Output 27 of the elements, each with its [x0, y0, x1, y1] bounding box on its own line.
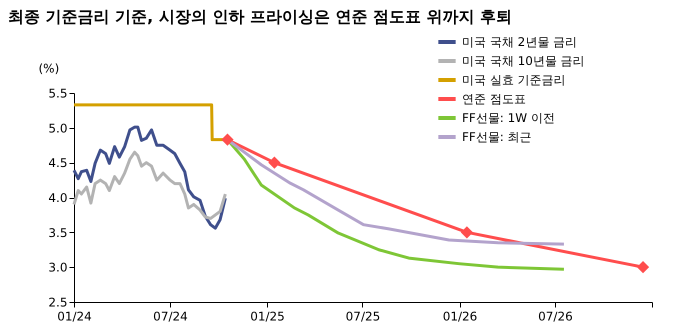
- x-tick-label: 07/26: [538, 310, 573, 324]
- y-tick-label: 3.0: [48, 260, 68, 275]
- x-tick-label: 07/25: [346, 310, 380, 324]
- y-tick-label: 3.5: [48, 226, 68, 240]
- y-tick-label: 4.0: [48, 191, 68, 205]
- y-tick-label: 2.5: [48, 296, 68, 310]
- line-series: [72, 126, 227, 230]
- legend-label: FF선물: 최근: [462, 130, 532, 144]
- x-tick-label: 01/24: [57, 310, 92, 324]
- point: [460, 226, 474, 238]
- point: [636, 261, 650, 274]
- chart-title: 최종 기준금리 기준, 시장의 인하 프라이싱은 연준 점도표 위까지 후퇴: [8, 7, 512, 26]
- x-tick-label: 01/26: [442, 310, 478, 324]
- point: [268, 156, 281, 169]
- legend-label: 미국 국채 10년물 금리: [462, 54, 585, 68]
- legend-label: 미국 실효 기준금리: [462, 73, 566, 87]
- point: [221, 134, 234, 146]
- legend-label: FF선물: 1W 이전: [462, 111, 555, 125]
- legend-label: 미국 국채 2년물 금리: [462, 35, 578, 49]
- y-tick-label: 5.5: [48, 86, 68, 100]
- x-tick-label: 07/24: [153, 310, 188, 324]
- line-series: [72, 150, 227, 220]
- y-tick-label: 5.0: [48, 121, 68, 136]
- y-tick-label: 4.5: [48, 156, 68, 170]
- y-axis-title: (%): [38, 62, 60, 76]
- legend-label: 연준 점도표: [462, 92, 526, 106]
- x-tick-label: 01/25: [250, 310, 285, 324]
